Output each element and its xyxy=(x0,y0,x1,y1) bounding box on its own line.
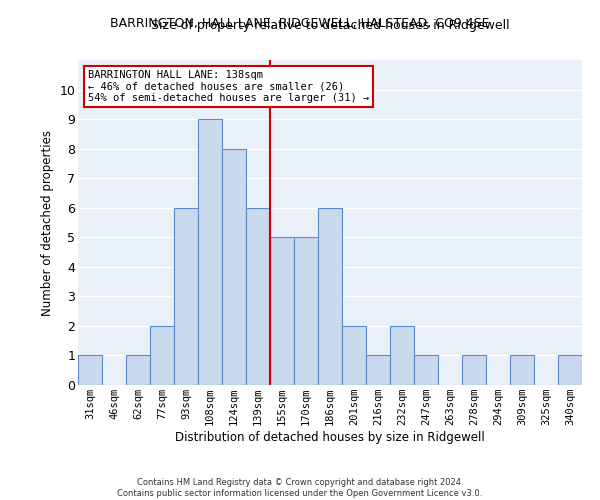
Text: Contains HM Land Registry data © Crown copyright and database right 2024.
Contai: Contains HM Land Registry data © Crown c… xyxy=(118,478,482,498)
Bar xyxy=(150,326,174,385)
Bar xyxy=(246,208,270,385)
Bar xyxy=(126,356,150,385)
X-axis label: Distribution of detached houses by size in Ridgewell: Distribution of detached houses by size … xyxy=(175,431,485,444)
Bar xyxy=(510,356,534,385)
Title: Size of property relative to detached houses in Ridgewell: Size of property relative to detached ho… xyxy=(151,20,509,32)
Bar xyxy=(462,356,486,385)
Text: BARRINGTON, HALL LANE, RIDGEWELL, HALSTEAD, CO9 4SE: BARRINGTON, HALL LANE, RIDGEWELL, HALSTE… xyxy=(110,18,490,30)
Bar xyxy=(558,356,582,385)
Bar xyxy=(78,356,102,385)
Bar xyxy=(342,326,366,385)
Bar xyxy=(198,119,222,385)
Bar xyxy=(270,238,294,385)
Bar xyxy=(174,208,198,385)
Bar xyxy=(222,148,246,385)
Bar xyxy=(318,208,342,385)
Bar xyxy=(366,356,390,385)
Text: BARRINGTON HALL LANE: 138sqm
← 46% of detached houses are smaller (26)
54% of se: BARRINGTON HALL LANE: 138sqm ← 46% of de… xyxy=(88,70,370,103)
Bar xyxy=(294,238,318,385)
Bar xyxy=(390,326,414,385)
Bar xyxy=(414,356,438,385)
Y-axis label: Number of detached properties: Number of detached properties xyxy=(41,130,54,316)
